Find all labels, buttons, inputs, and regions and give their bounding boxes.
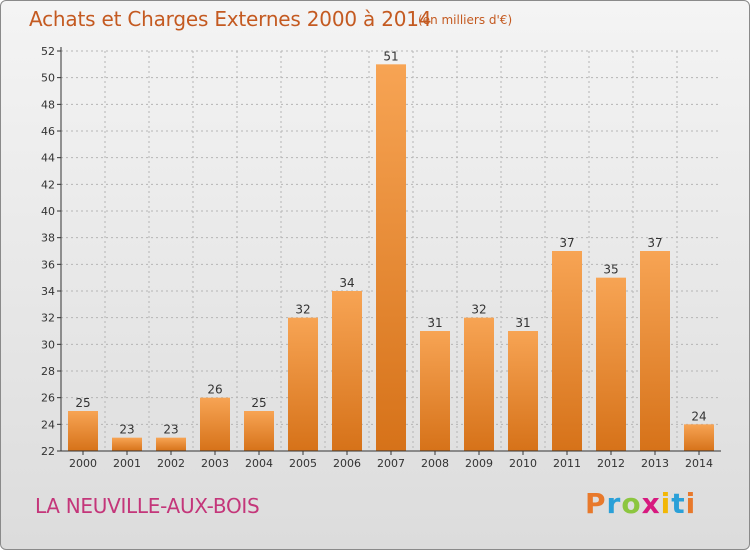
x-tick-label: 2009 [465,457,493,470]
x-tick-label: 2014 [685,457,713,470]
x-tick-label: 2008 [421,457,449,470]
commune-name: LA NEUVILLE-AUX-BOIS [35,494,260,518]
bar [640,251,670,451]
y-tick-label: 24 [41,418,55,431]
bar [508,331,538,451]
bar [420,331,450,451]
bar-value-label: 37 [559,236,574,250]
y-tick-label: 42 [41,178,55,191]
bar [552,251,582,451]
bar-value-label: 25 [75,396,90,410]
logo-letter: i [660,487,672,520]
y-tick-label: 46 [41,125,55,138]
bar-chart: 22 24 26 28 30 32 34 36 38 40 42 44 46 48 50 52 25 2000 23… [41,45,721,470]
logo-letter: x [641,487,661,520]
bar [68,411,98,451]
y-tick-label: 26 [41,392,55,405]
bar-value-label: 37 [647,236,662,250]
logo-letter: P [585,487,607,520]
bar [288,317,318,451]
x-tick-label: 2002 [157,457,185,470]
x-tick-label: 2001 [113,457,141,470]
logo-letter: r [606,487,622,520]
x-tick-label: 2007 [377,457,405,470]
x-tick-label: 2004 [245,457,273,470]
bar-value-label: 51 [383,49,398,63]
bar-value-label: 23 [163,423,178,437]
x-tick-label: 2010 [509,457,537,470]
bar-value-label: 32 [295,303,310,317]
bar [112,437,142,451]
y-tick-label: 28 [41,365,55,378]
x-tick-label: 2013 [641,457,669,470]
bar-value-label: 23 [119,423,134,437]
bar-value-label: 25 [251,396,266,410]
logo-letter: o [621,487,642,520]
bar [332,291,362,451]
bar-value-label: 32 [471,303,486,317]
y-tick-label: 52 [41,45,55,58]
y-tick-label: 40 [41,205,55,218]
bar [684,424,714,451]
bar-value-label: 34 [339,276,354,290]
proxiti-logo[interactable]: Proxiti [585,487,696,520]
bar-value-label: 31 [515,316,530,330]
bar-value-label: 26 [207,383,222,397]
logo-letter: t [671,487,686,520]
logo-letter: i [685,487,697,520]
y-tick-label: 30 [41,338,55,351]
bar [376,64,406,452]
x-tick-label: 2011 [553,457,581,470]
bar-value-label: 31 [427,316,442,330]
bar [464,317,494,451]
x-tick-label: 2003 [201,457,229,470]
y-tick-label: 22 [41,445,55,458]
y-tick-label: 38 [41,232,55,245]
bar [596,277,626,451]
y-tick-label: 34 [41,285,55,298]
x-tick-label: 2012 [597,457,625,470]
bar-value-label: 35 [603,263,618,277]
bar [156,437,186,451]
bar-value-label: 24 [691,409,706,423]
y-tick-label: 44 [41,152,55,165]
x-tick-label: 2005 [289,457,317,470]
chart-title: Achats et Charges Externes 2000 à 2014 [29,7,432,31]
y-tick-label: 50 [41,72,55,85]
x-tick-label: 2006 [333,457,361,470]
bar [244,411,274,451]
y-tick-label: 32 [41,312,55,325]
bar [200,397,230,451]
y-tick-label: 48 [41,98,55,111]
x-tick-label: 2000 [69,457,97,470]
chart-subtitle: (en milliers d'€) [418,13,513,27]
y-tick-label: 36 [41,258,55,271]
